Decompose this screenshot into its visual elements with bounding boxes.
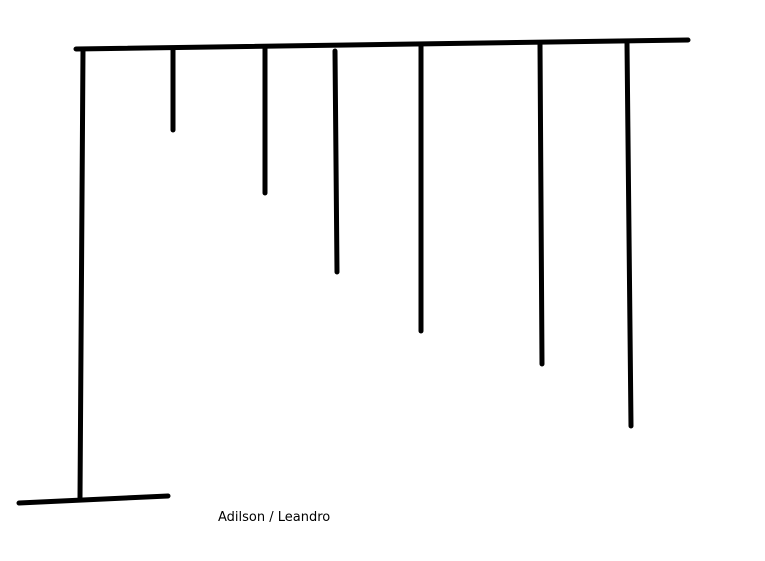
hanging-line-5 xyxy=(537,41,545,367)
vertical-post xyxy=(77,46,86,501)
hanging-line-6 xyxy=(624,40,634,429)
top-beam xyxy=(73,37,691,52)
base-line xyxy=(16,493,171,506)
caption-text: Adilson / Leandro xyxy=(218,510,331,525)
hanging-line-3 xyxy=(332,48,340,275)
